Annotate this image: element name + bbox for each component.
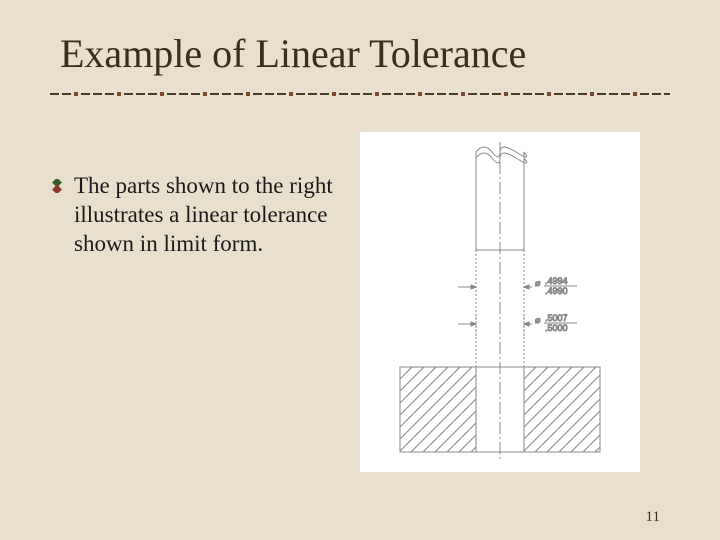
divider-line — [50, 91, 670, 97]
svg-text:.4990: .4990 — [545, 286, 568, 296]
svg-text:⌀: ⌀ — [535, 278, 541, 288]
svg-text:.5007: .5007 — [545, 313, 568, 323]
page-title: Example of Linear Tolerance — [60, 30, 670, 77]
bullet-item: The parts shown to the right illustrates… — [50, 172, 340, 258]
engineering-figure: ⌀ .4994.4990 ⌀ .5007.5000 — [360, 132, 640, 472]
diamond-bullet-icon — [50, 179, 64, 193]
slide: Example of Linear Tolerance The parts sh… — [0, 0, 720, 540]
text-column: The parts shown to the right illustrates… — [50, 132, 340, 258]
bullet-text: The parts shown to the right illustrates… — [74, 172, 340, 258]
content-row: The parts shown to the right illustrates… — [50, 132, 670, 472]
svg-text:.4994: .4994 — [545, 276, 568, 286]
svg-text:.5000: .5000 — [545, 323, 568, 333]
svg-text:⌀: ⌀ — [535, 315, 541, 325]
page-number: 11 — [646, 509, 660, 526]
figure-panel: ⌀ .4994.4990 ⌀ .5007.5000 — [360, 132, 640, 472]
